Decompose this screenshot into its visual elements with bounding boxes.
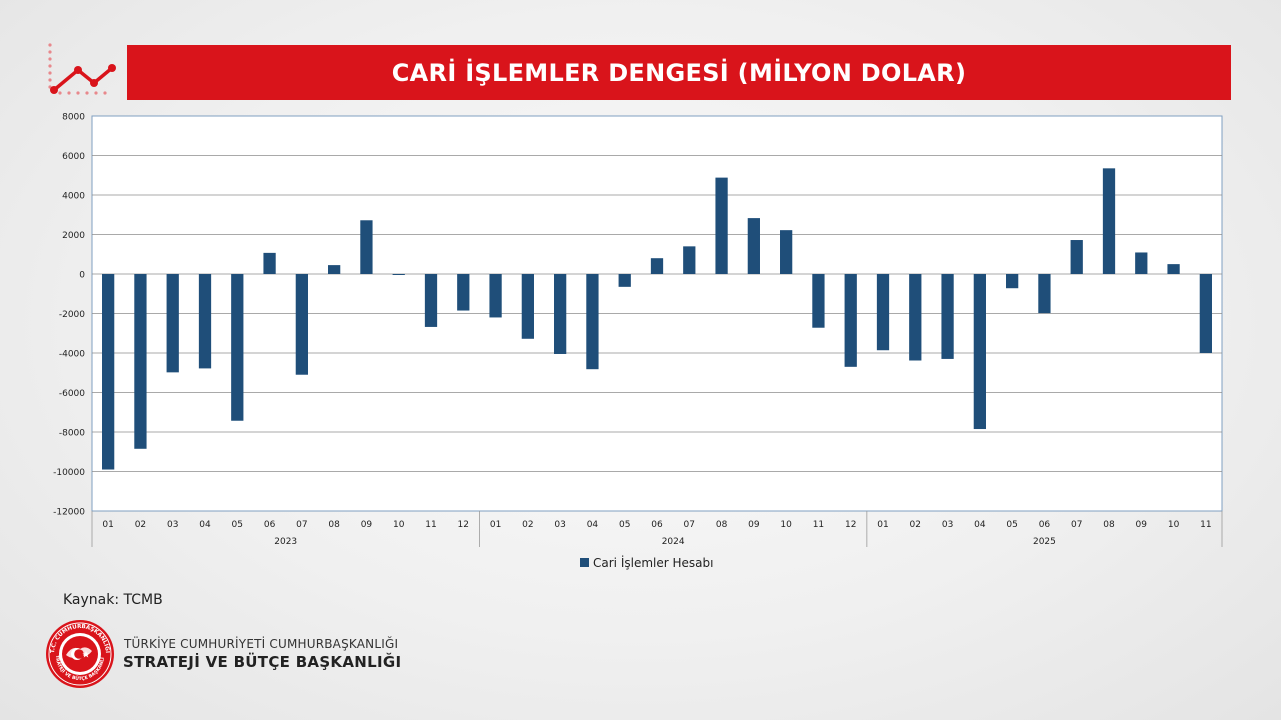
- y-tick-label: -2000: [59, 310, 85, 320]
- bar: [1102, 168, 1116, 274]
- bar: [231, 274, 244, 421]
- y-tick-label: 4000: [62, 192, 85, 202]
- y-tick-label: 6000: [62, 152, 85, 162]
- bar: [683, 246, 696, 274]
- x-tick-label: 01: [490, 520, 501, 530]
- bar: [973, 274, 986, 430]
- line-chart-icon: [48, 43, 116, 95]
- y-tick-label: -4000: [59, 350, 85, 360]
- x-tick-label: 02: [135, 520, 146, 530]
- bar: [457, 274, 470, 311]
- y-tick-label: 0: [79, 271, 85, 281]
- x-tick-label: 09: [361, 520, 373, 530]
- bar: [586, 274, 599, 370]
- x-group-label: 2024: [662, 537, 685, 547]
- x-tick-label: 10: [393, 520, 405, 530]
- bar: [1070, 240, 1083, 274]
- bar: [360, 220, 373, 274]
- bars: [102, 168, 1212, 470]
- bar-chart: 8000 6000 4000 2000 0 -2000 -4000 -6000 -8000 -10…: [53, 113, 1223, 570]
- gridlines: [92, 155, 1222, 472]
- x-tick-label: 02: [910, 520, 921, 530]
- y-tick-label: -10000: [53, 468, 85, 478]
- bar: [295, 274, 308, 375]
- bar: [909, 274, 922, 361]
- org-name-line2: STRATEJİ VE BÜTÇE BAŞKANLIĞI: [123, 653, 402, 671]
- x-tick-label: 12: [845, 520, 856, 530]
- x-tick-label: 04: [199, 520, 211, 530]
- x-tick-label: 10: [780, 520, 792, 530]
- bar: [812, 274, 825, 328]
- source-note: Kaynak: TCMB: [63, 592, 163, 608]
- bar: [1038, 274, 1051, 314]
- bar: [941, 274, 954, 359]
- bar: [489, 274, 502, 318]
- x-tick-label: 11: [813, 520, 824, 530]
- page-title: CARİ İŞLEMLER DENGESİ (MİLYON DOLAR): [127, 45, 1231, 100]
- x-tick-label: 03: [554, 520, 565, 530]
- x-tick-label: 05: [232, 520, 243, 530]
- y-tick-label: -8000: [59, 429, 85, 439]
- bar: [1199, 274, 1212, 353]
- legend-swatch: [580, 558, 589, 567]
- bar: [780, 230, 793, 274]
- x-tick-label: 07: [1071, 520, 1082, 530]
- x-tick-label: 02: [522, 520, 533, 530]
- x-tick-label: 09: [1136, 520, 1148, 530]
- bar: [134, 274, 147, 449]
- x-tick-label: 01: [877, 520, 888, 530]
- legend-label: Cari İşlemler Hesabı: [593, 555, 713, 570]
- y-tick-label: -12000: [53, 508, 85, 518]
- bar: [1006, 274, 1019, 289]
- bar: [618, 274, 631, 287]
- x-tick-label: 05: [1006, 520, 1017, 530]
- x-tick-label: 08: [716, 520, 728, 530]
- x-tick-label: 10: [1168, 520, 1180, 530]
- y-axis-ticks: 8000 6000 4000 2000 0 -2000 -4000 -6000 -8000 -10…: [53, 113, 85, 518]
- x-tick-label: 06: [1039, 520, 1051, 530]
- bar: [102, 274, 115, 470]
- bar: [1135, 252, 1148, 274]
- bar: [1167, 264, 1180, 274]
- x-tick-label: 04: [974, 520, 986, 530]
- x-tick-label: 01: [102, 520, 113, 530]
- bar: [650, 258, 664, 274]
- bar: [876, 274, 890, 351]
- bar: [554, 274, 567, 354]
- bar: [521, 274, 534, 339]
- x-tick-label: 06: [651, 520, 663, 530]
- x-group-label: 2025: [1033, 537, 1056, 547]
- y-tick-label: 2000: [62, 231, 85, 241]
- bar: [844, 274, 857, 367]
- bar: [747, 218, 760, 274]
- x-tick-label: 05: [619, 520, 630, 530]
- x-tick-label: 07: [296, 520, 307, 530]
- bar: [166, 274, 179, 373]
- x-tick-label: 03: [942, 520, 953, 530]
- x-tick-label: 08: [328, 520, 340, 530]
- bar: [328, 265, 341, 274]
- x-tick-label: 06: [264, 520, 276, 530]
- y-tick-label: 8000: [62, 113, 85, 123]
- seal-logo-icon: T.C. CUMHURBAŞKANLIĞI STRATEJİ VE BÜTÇE …: [44, 618, 114, 688]
- x-tick-label: 08: [1103, 520, 1115, 530]
- x-tick-label: 07: [684, 520, 695, 530]
- bar: [424, 274, 438, 327]
- x-tick-label: 11: [425, 520, 436, 530]
- bar: [263, 252, 276, 274]
- x-tick-label: 09: [748, 520, 760, 530]
- y-tick-label: -6000: [59, 389, 85, 399]
- org-name-line1: TÜRKİYE CUMHURİYETİ CUMHURBAŞKANLIĞI: [124, 637, 399, 651]
- bar: [715, 177, 728, 274]
- bar: [392, 274, 405, 275]
- x-tick-label: 04: [587, 520, 599, 530]
- x-group-label: 2023: [274, 537, 297, 547]
- x-tick-label: 11: [1200, 520, 1211, 530]
- x-tick-label: 12: [458, 520, 469, 530]
- bar: [198, 274, 212, 369]
- x-tick-label: 03: [167, 520, 178, 530]
- legend: Cari İşlemler Hesabı: [580, 555, 713, 570]
- x-axis: 01 02 03 04 05 06 07 08 09 10 11 12 2023 01 02 03 04 05 06…: [91, 511, 1223, 547]
